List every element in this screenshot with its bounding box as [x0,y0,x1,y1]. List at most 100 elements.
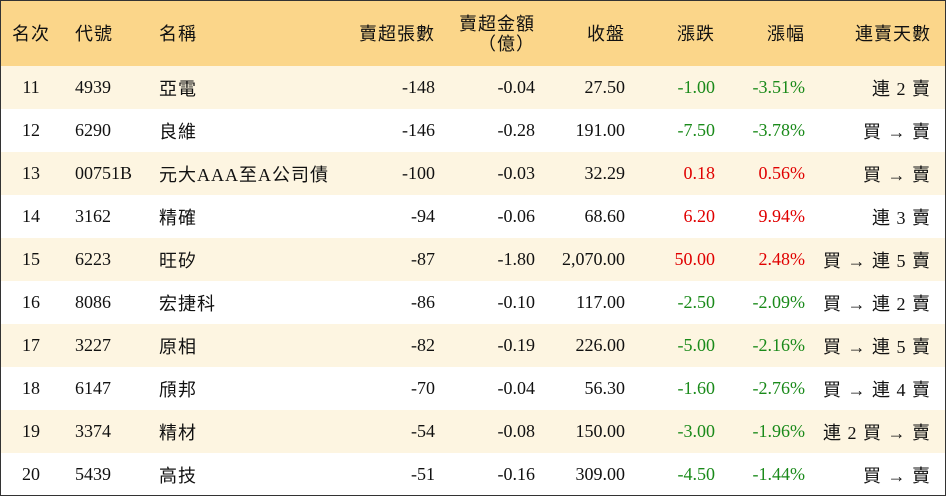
table-cell: 買 → 連 5 賣 [816,324,945,367]
table-row: 19 3374 精材 -54 -0.08 150.00 -3.00 -1.96% 連 2 買 →… [1,410,945,453]
table-cell: 2.48% [726,238,816,281]
table-cell: -51 [346,453,446,495]
table-cell: 6.20 [636,195,726,238]
table-cell: 27.50 [546,66,636,109]
table-cell: -0.28 [446,109,546,152]
table-cell: -146 [346,109,446,152]
column-header: 收盤 [546,1,636,66]
table-body: 11 4939 亞電 -148 -0.04 27.50 -1.00 -3.51% 連 2 賣 12… [1,66,945,495]
table-row: 13 00751B 元大AAA至A公司債 -100 -0.03 32.29 0.18 0.56… [1,152,945,195]
column-header: 漲幅 [726,1,816,66]
table-cell: -54 [346,410,446,453]
table-cell: 16 [1,281,61,324]
table-cell: 買 → 連 2 賣 [816,281,945,324]
table-cell: 19 [1,410,61,453]
table-cell: 15 [1,238,61,281]
table-cell: 買 → 賣 [816,453,945,495]
table-cell: -1.60 [636,367,726,410]
table-cell: 連 2 賣 [816,66,945,109]
table-cell: -1.00 [636,66,726,109]
table-cell: -0.03 [446,152,546,195]
table-cell: 6147 [61,367,151,410]
table-cell: 18 [1,367,61,410]
table-cell: -0.08 [446,410,546,453]
table-cell: 買 → 連 4 賣 [816,367,945,410]
table-cell: -5.00 [636,324,726,367]
table-cell: -2.76% [726,367,816,410]
table-cell: 150.00 [546,410,636,453]
table-cell: -1.80 [446,238,546,281]
table-cell: 良維 [151,109,346,152]
table-cell: 0.18 [636,152,726,195]
table-cell: -3.78% [726,109,816,152]
column-header: 連賣天數 [816,1,945,66]
table-cell: 17 [1,324,61,367]
table-cell: -7.50 [636,109,726,152]
table-cell: 13 [1,152,61,195]
table-cell: -0.10 [446,281,546,324]
table-cell: 原相 [151,324,346,367]
table-cell: 旺矽 [151,238,346,281]
table-cell: -2.09% [726,281,816,324]
table-cell: 精確 [151,195,346,238]
table-cell: 0.56% [726,152,816,195]
table-row: 15 6223 旺矽 -87 -1.80 2,070.00 50.00 2.48% 買 → 連 … [1,238,945,281]
table-cell: 191.00 [546,109,636,152]
table-cell: -3.00 [636,410,726,453]
table-cell: -2.16% [726,324,816,367]
table-cell: 00751B [61,152,151,195]
table-cell: 亞電 [151,66,346,109]
table-cell: 6290 [61,109,151,152]
table-cell: -2.50 [636,281,726,324]
column-header: 名稱 [151,1,346,66]
table-cell: 連 2 買 → 賣 [816,410,945,453]
table-cell: -4.50 [636,453,726,495]
table-cell: -100 [346,152,446,195]
table-cell: 68.60 [546,195,636,238]
table-cell: -0.04 [446,367,546,410]
table-cell: 3227 [61,324,151,367]
table-cell: 20 [1,453,61,495]
table-cell: 宏捷科 [151,281,346,324]
table-cell: -3.51% [726,66,816,109]
table-cell: 3374 [61,410,151,453]
table-cell: 12 [1,109,61,152]
column-header: 賣超張數 [346,1,446,66]
column-header: 賣超金額 （億） [446,1,546,66]
table-row: 14 3162 精確 -94 -0.06 68.60 6.20 9.94% 連 3 賣 [1,195,945,238]
table-cell: -87 [346,238,446,281]
table-cell: -70 [346,367,446,410]
table-cell: -1.44% [726,453,816,495]
table-cell: 8086 [61,281,151,324]
table-cell: 9.94% [726,195,816,238]
table-cell: 高技 [151,453,346,495]
table-cell: 3162 [61,195,151,238]
table-cell: 精材 [151,410,346,453]
table-cell: -82 [346,324,446,367]
table-row: 11 4939 亞電 -148 -0.04 27.50 -1.00 -3.51% 連 2 賣 [1,66,945,109]
table-cell: -0.06 [446,195,546,238]
table-row: 16 8086 宏捷科 -86 -0.10 117.00 -2.50 -2.09% 買 → 連 … [1,281,945,324]
column-header: 名次 [1,1,61,66]
column-header: 漲跌 [636,1,726,66]
table-cell: 11 [1,66,61,109]
table-cell: -148 [346,66,446,109]
table-cell: 買 → 賣 [816,152,945,195]
table-cell: 6223 [61,238,151,281]
table-cell: 14 [1,195,61,238]
table-cell: 連 3 賣 [816,195,945,238]
table-cell: -1.96% [726,410,816,453]
table-cell: 買 → 賣 [816,109,945,152]
table-cell: 226.00 [546,324,636,367]
table-row: 17 3227 原相 -82 -0.19 226.00 -5.00 -2.16% 買 → 連 5… [1,324,945,367]
table-cell: -86 [346,281,446,324]
table-cell: 309.00 [546,453,636,495]
table-row: 12 6290 良維 -146 -0.28 191.00 -7.50 -3.78% 買 → 賣 [1,109,945,152]
table-cell: 2,070.00 [546,238,636,281]
table-cell: -0.04 [446,66,546,109]
table-cell: 元大AAA至A公司債 [151,152,346,195]
header-row: 名次 代號 名稱 賣超張數 賣超金額 （億） 收盤 漲跌 漲幅 連賣天數 [1,1,945,66]
table-cell: 32.29 [546,152,636,195]
table-cell: 5439 [61,453,151,495]
